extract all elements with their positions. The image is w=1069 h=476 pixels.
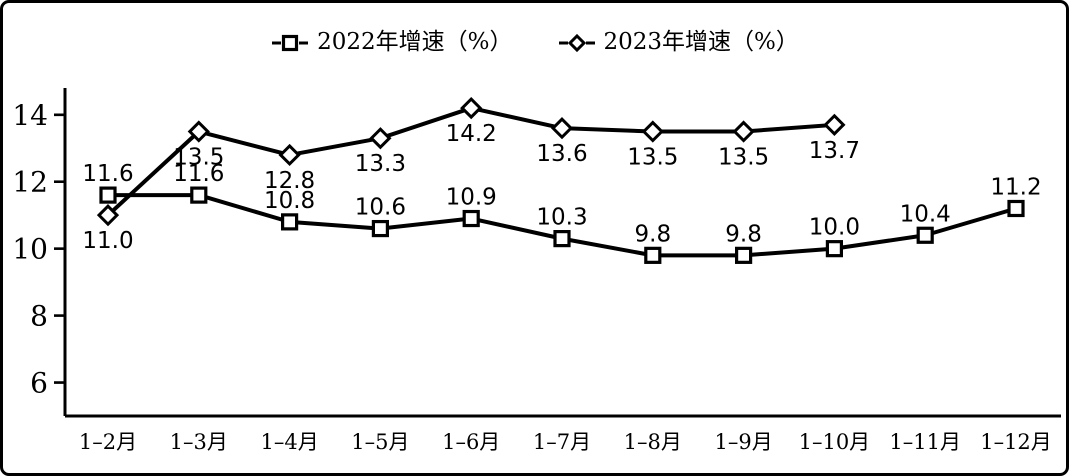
x-tick-label: 1–12月 [980,430,1052,454]
marker-diamond [96,204,120,227]
marker-diamond [278,143,301,167]
data-label: 9.8 [725,221,762,247]
marker-square [281,213,299,231]
data-label: 13.5 [718,145,769,171]
data-label: 9.8 [635,221,672,247]
data-label: 13.5 [627,145,678,171]
data-label: 10.3 [536,205,587,231]
data-label: 10.0 [809,215,860,241]
marker-square [1007,199,1025,218]
y-tick-label: 10 [12,233,48,266]
diamond-marker-icon [558,33,595,52]
x-tick-label: 1–5月 [351,430,409,454]
legend-label-2022: 2022年增速（%） [317,29,513,55]
x-tick-label: 1–2月 [79,430,137,454]
data-label: 11.2 [990,174,1041,200]
data-label: 10.4 [900,201,951,227]
x-tick-label: 1–11月 [889,430,961,454]
x-tick-label: 1–4月 [260,430,318,454]
y-tick-label: 12 [12,166,48,199]
data-label: 14.2 [446,121,497,147]
square-marker-icon [272,34,309,51]
y-tick-label: 8 [30,300,48,333]
marker-square [553,230,571,248]
marker-diamond [550,117,574,140]
marker-square [916,226,934,244]
marker-square [371,219,389,238]
legend-item-2023: 2023年增速（%） [557,31,799,54]
marker-square [462,209,480,228]
marker-diamond [823,113,846,136]
marker-diamond [460,96,483,120]
marker-square [190,186,208,204]
marker-diamond [732,120,755,143]
legend: 2022年增速（%） 2023年增速（%） [3,31,1066,54]
data-label: 11.0 [82,228,133,254]
marker-square [99,186,117,204]
legend-item-2022: 2022年增速（%） [270,29,513,55]
marker-diamond [369,127,392,150]
x-axis-labels: 1–2月 1–3月 1–4月 1–5月 1–6月 1–7月 1–8月 1–9月 1–10月 1–1… [79,430,1052,454]
axes [63,88,1061,418]
series-2023: 11.0 13.5 12.8 13.3 14.2 13.6 13.5 13.5 13.7 [82,96,860,254]
y-tick-label: 6 [30,367,48,400]
y-axis-ticks: 6 8 10 12 14 [12,99,65,400]
data-label: 10.6 [355,195,406,221]
data-label: 10.8 [264,188,315,214]
series-2022: 11.6 11.6 10.8 10.6 10.9 10.3 9.8 9.8 10.0 10.4 11… [82,161,1042,264]
data-label: 10.9 [446,185,497,211]
marker-square [644,246,662,264]
data-label: 13.7 [809,138,860,164]
x-tick-label: 1–8月 [624,430,682,454]
x-tick-label: 1–9月 [714,430,772,454]
data-label: 12.8 [264,168,315,194]
x-tick-label: 1–7月 [533,430,591,454]
x-tick-label: 1–3月 [170,430,228,454]
marker-square [825,240,844,258]
marker-diamond [187,120,210,143]
data-label: 11.6 [173,161,224,187]
data-label: 13.5 [173,145,224,171]
data-label: 11.6 [82,161,133,187]
data-label: 13.6 [536,141,587,167]
data-label: 13.3 [355,151,406,177]
chart-canvas: 6 8 10 12 14 1–2月 1–3月 1–4月 1–5月 1–6月 1–7月 1–8月 1–9月… [12,88,1061,454]
x-tick-label: 1–10月 [799,430,871,454]
y-tick-label: 14 [12,99,48,132]
legend-label-2023: 2023年增速（%） [603,29,799,55]
x-tick-label: 1–6月 [442,430,500,454]
marker-diamond [641,120,664,143]
marker-square [734,246,753,264]
